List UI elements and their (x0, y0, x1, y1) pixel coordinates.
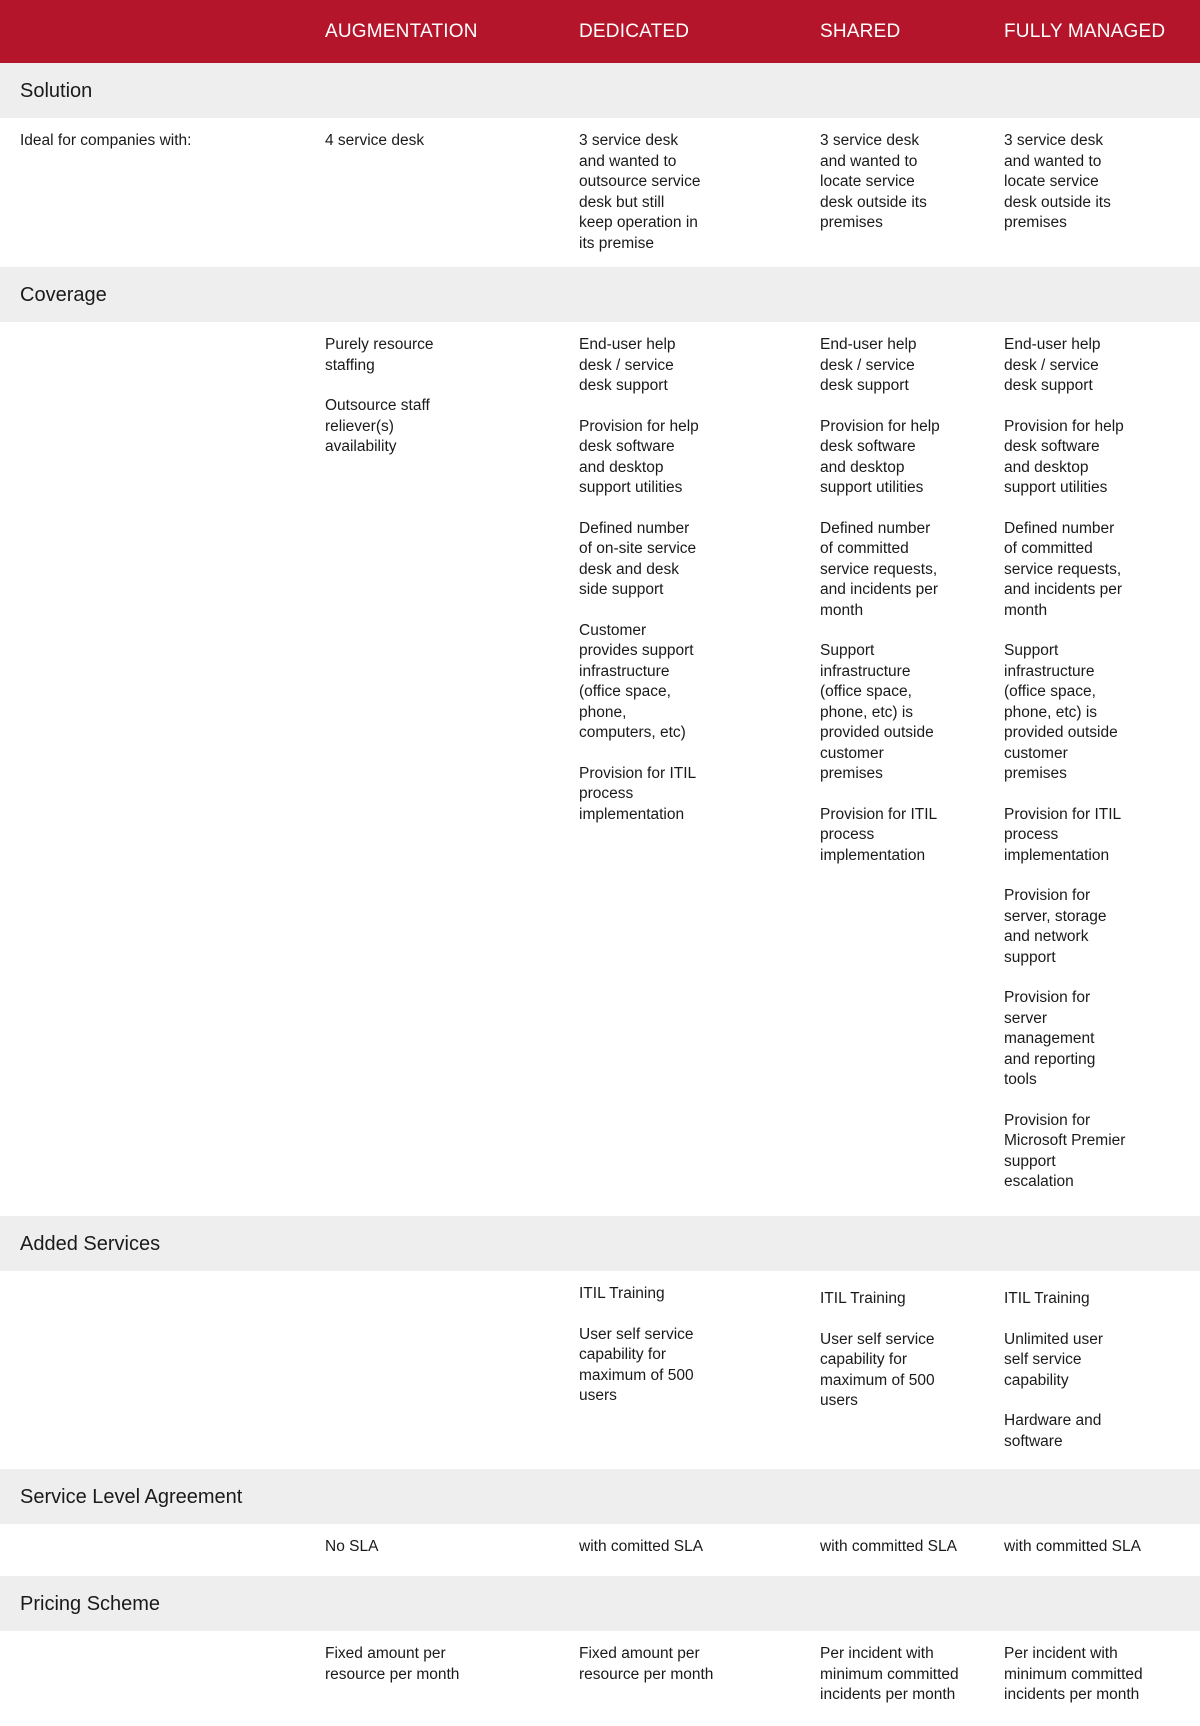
feature-item: 4 service desk (325, 132, 425, 149)
feature-item: User self service capability for maximum… (820, 1330, 935, 1410)
feature-item: 3 service desk and wanted to locate serv… (1004, 132, 1111, 231)
feature-item: Defined number of committed service requ… (1004, 519, 1123, 619)
feature-item: End-user help desk / service desk suppor… (1004, 336, 1101, 394)
column-header-dedicated: DEDICATED (579, 21, 690, 42)
section-sla: Service Level Agreement (0, 1469, 1200, 1524)
cell-dedicated: End-user help desk / service desk suppor… (579, 335, 699, 845)
cell-fully-managed: with committed SLA (1004, 1537, 1141, 1578)
cell-augmentation: 4 service desk (325, 131, 424, 172)
feature-item: No SLA (325, 1538, 379, 1555)
section-title: Pricing Scheme (20, 1593, 161, 1615)
cell-dedicated: Fixed amount per resource per month (579, 1644, 713, 1705)
feature-item: Provision for Microsoft Premier support … (1004, 1111, 1126, 1191)
section-title: Service Level Agreement (20, 1486, 243, 1508)
feature-item: Provision for help desk software and des… (820, 417, 940, 497)
feature-item: User self service capability for maximum… (579, 1325, 694, 1405)
row-sla: No SLA with comitted SLA with committed SL… (0, 1524, 1200, 1576)
feature-item: Hardware and software (1004, 1412, 1102, 1450)
feature-item: with committed SLA (1004, 1538, 1141, 1555)
feature-item: Purely resource staffing (325, 336, 434, 374)
feature-item: 3 service desk and wanted to outsource s… (579, 132, 701, 252)
feature-item: Fixed amount per resource per month (579, 1645, 714, 1683)
section-title: Added Services (20, 1233, 161, 1255)
feature-item: End-user help desk / service desk suppor… (820, 336, 917, 394)
cell-shared: ITIL Training User self service capabilit… (820, 1289, 935, 1432)
column-header-fully-managed: FULLY MANAGED (1004, 21, 1166, 42)
feature-item: Customer provides support infrastructure… (579, 621, 694, 742)
cell-shared: with committed SLA (820, 1537, 957, 1578)
table-header: AUGMENTATION DEDICATED SHARED FULLY MANA… (0, 0, 1200, 63)
section-added-services: Added Services (0, 1216, 1200, 1271)
row-coverage: Purely resource staffing Outsource staff … (0, 322, 1200, 1216)
feature-item: Defined number of committed service requ… (820, 519, 939, 619)
section-title: Coverage (20, 284, 107, 306)
cell-augmentation: Fixed amount per resource per month (325, 1644, 459, 1705)
row-added-services: ITIL Training User self service capabilit… (0, 1271, 1200, 1469)
feature-item: Per incident with minimum committed inci… (1004, 1645, 1143, 1703)
cell-shared: Per incident with minimum committed inci… (820, 1644, 959, 1726)
feature-item: Provision for help desk software and des… (579, 417, 699, 497)
feature-item: Provision for server, storage and networ… (1004, 887, 1107, 966)
feature-item: Outsource staff reliever(s) availability (325, 397, 430, 455)
feature-item: Provision for server management and repo… (1004, 989, 1096, 1088)
cell-fully-managed: End-user help desk / service desk suppor… (1004, 335, 1125, 1213)
feature-item: Fixed amount per resource per month (325, 1645, 460, 1683)
row-label: Ideal for companies with: (20, 132, 192, 149)
feature-item: End-user help desk / service desk suppor… (579, 336, 676, 394)
feature-item: Support infrastructure (office space, ph… (820, 642, 934, 782)
cell-shared: 3 service desk and wanted to locate serv… (820, 131, 927, 254)
cell-fully-managed: 3 service desk and wanted to locate serv… (1004, 131, 1111, 254)
feature-item: Provision for ITIL process implementatio… (1004, 805, 1122, 864)
feature-item: with committed SLA (820, 1538, 957, 1555)
feature-item: Provision for ITIL process implementatio… (820, 805, 938, 864)
section-coverage: Coverage (0, 267, 1200, 322)
feature-item: 3 service desk and wanted to locate serv… (820, 132, 927, 231)
section-pricing: Pricing Scheme (0, 1576, 1200, 1631)
feature-item: Support infrastructure (office space, ph… (1004, 642, 1118, 782)
feature-item: Unlimited user self service capability (1004, 1330, 1104, 1389)
section-title: Solution (20, 80, 93, 102)
column-header-shared: SHARED (820, 21, 901, 42)
cell-fully-managed: ITIL Training Unlimited user self service… (1004, 1289, 1103, 1472)
cell-fully-managed: Per incident with minimum committed inci… (1004, 1644, 1143, 1726)
cell-augmentation: Purely resource staffing Outsource staff … (325, 335, 434, 478)
feature-item: with comitted SLA (579, 1538, 704, 1555)
cell-augmentation: No SLA (325, 1537, 378, 1578)
feature-item: ITIL Training (1004, 1290, 1090, 1307)
row-solution: Ideal for companies with: 4 service desk… (0, 118, 1200, 267)
feature-item: ITIL Training (579, 1285, 665, 1302)
feature-item: Per incident with minimum committed inci… (820, 1645, 959, 1703)
feature-item: ITIL Training (820, 1290, 906, 1307)
section-solution: Solution (0, 63, 1200, 118)
feature-item: Provision for ITIL process implementatio… (579, 764, 697, 823)
feature-item: Provision for help desk software and des… (1004, 417, 1124, 497)
cell-dedicated: ITIL Training User self service capabilit… (579, 1284, 694, 1427)
cell-dedicated: 3 service desk and wanted to outsource s… (579, 131, 700, 274)
column-header-augmentation: AUGMENTATION (325, 21, 478, 42)
row-pricing: Fixed amount per resource per month Fixed… (0, 1631, 1200, 1705)
cell-dedicated: with comitted SLA (579, 1537, 703, 1578)
feature-item: Defined number of on-site service desk a… (579, 519, 697, 599)
cell-shared: End-user help desk / service desk suppor… (820, 335, 940, 886)
